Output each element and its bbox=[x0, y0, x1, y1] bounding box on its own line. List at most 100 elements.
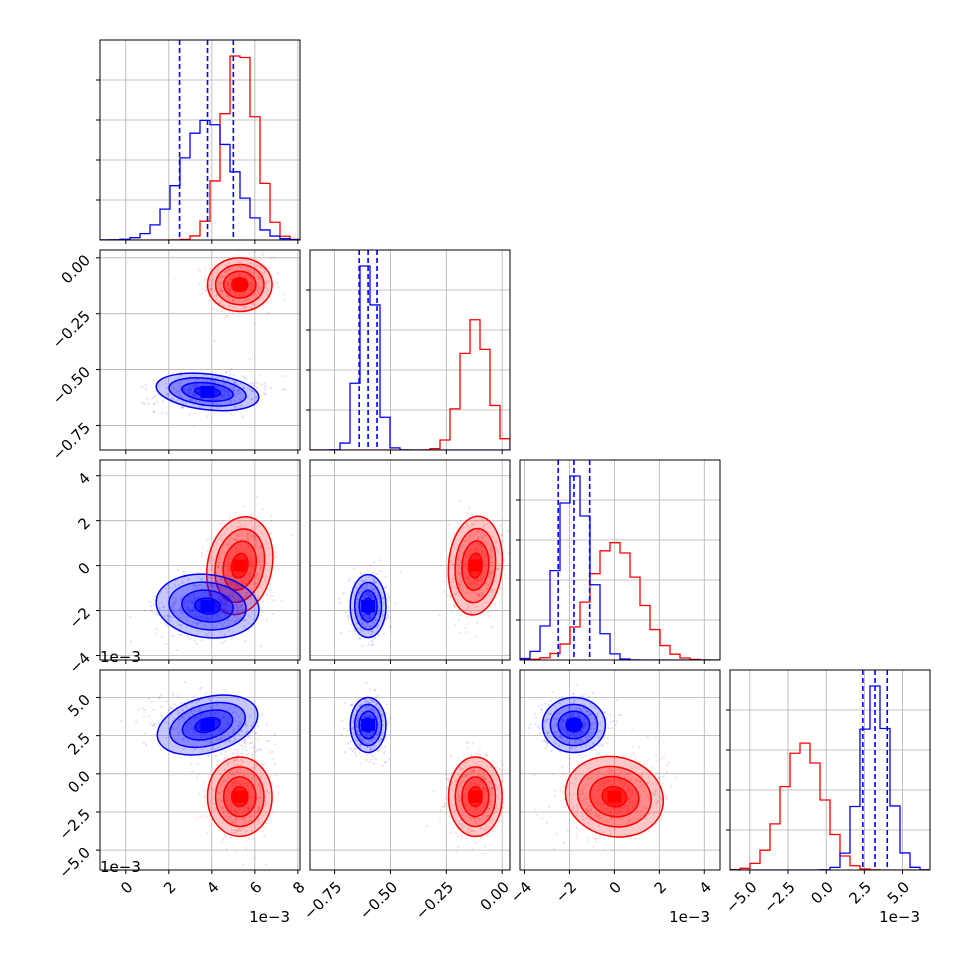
scatter-point bbox=[198, 688, 201, 691]
scatter-point bbox=[256, 277, 260, 280]
scatter-point bbox=[238, 587, 242, 590]
scatter-point bbox=[253, 536, 257, 539]
scatter-point bbox=[184, 728, 187, 731]
scatter-point bbox=[375, 626, 379, 629]
scatter-point bbox=[465, 774, 468, 777]
scatter-point bbox=[201, 735, 204, 738]
scatter-point bbox=[463, 817, 466, 821]
scatter-point bbox=[259, 546, 262, 549]
scatter-point bbox=[235, 258, 238, 261]
scatter-point bbox=[264, 777, 267, 780]
scatter-point bbox=[470, 782, 473, 785]
scatter-point bbox=[253, 601, 256, 604]
scatter-point bbox=[194, 716, 197, 720]
scatter-point bbox=[234, 821, 237, 824]
scatter-point bbox=[257, 738, 260, 741]
scatter-point bbox=[227, 724, 230, 727]
scatter-point bbox=[482, 790, 485, 793]
scatter-point bbox=[485, 554, 488, 557]
scatter-point bbox=[484, 554, 488, 557]
scatter-point bbox=[478, 807, 481, 810]
scatter-point bbox=[219, 301, 222, 305]
scatter-point bbox=[368, 616, 372, 620]
scatter-point bbox=[362, 613, 366, 617]
scatter-point bbox=[226, 282, 229, 286]
scatter-point bbox=[471, 783, 474, 786]
scatter-point bbox=[147, 697, 150, 700]
scatter-point bbox=[370, 714, 373, 717]
scatter-point bbox=[152, 395, 155, 399]
scatter-point bbox=[370, 595, 373, 598]
scatter-point bbox=[490, 590, 493, 593]
scatter-point bbox=[345, 729, 349, 733]
scatter-point bbox=[213, 557, 216, 560]
scatter-point bbox=[228, 383, 231, 387]
scatter-point bbox=[244, 739, 247, 742]
scatter-point bbox=[154, 595, 157, 598]
scatter-point bbox=[226, 283, 229, 286]
scatter-point bbox=[236, 763, 239, 766]
scatter-point bbox=[179, 721, 182, 724]
scatter-point bbox=[199, 583, 202, 587]
scatter-point bbox=[237, 392, 241, 395]
scatter-point bbox=[252, 766, 256, 769]
scatter-point bbox=[463, 795, 466, 798]
scatter-point bbox=[165, 412, 168, 415]
scatter-point bbox=[190, 710, 193, 713]
scatter-point bbox=[260, 532, 264, 535]
scatter-point bbox=[464, 571, 468, 575]
scatter-point bbox=[247, 807, 250, 810]
scatter-point bbox=[359, 762, 362, 765]
scatter-point bbox=[235, 539, 238, 542]
scatter-point bbox=[464, 553, 467, 556]
scatter-point bbox=[488, 788, 491, 791]
scatter-point bbox=[242, 387, 246, 390]
scatter-point bbox=[250, 286, 253, 290]
scatter-point bbox=[482, 525, 486, 528]
scatter-point bbox=[209, 379, 212, 382]
scatter-point bbox=[448, 594, 451, 598]
scatter-point bbox=[208, 299, 211, 302]
scatter-point bbox=[241, 582, 245, 585]
scatter-point bbox=[483, 797, 486, 800]
scatter-point bbox=[188, 609, 191, 612]
scatter-point bbox=[240, 729, 243, 732]
scatter-point bbox=[491, 786, 494, 789]
scatter-point bbox=[233, 706, 237, 709]
scatter-point bbox=[360, 590, 363, 593]
scatter-point bbox=[217, 581, 220, 584]
scatter-point bbox=[376, 593, 379, 597]
scatter-point bbox=[199, 578, 203, 581]
scatter-point bbox=[180, 610, 184, 613]
scatter-point bbox=[202, 780, 205, 783]
scatter-point bbox=[455, 565, 458, 568]
scatter-point bbox=[238, 808, 241, 811]
scatter-point bbox=[383, 632, 386, 635]
scatter-point bbox=[248, 387, 252, 390]
scatter-point bbox=[233, 809, 236, 812]
scatter-point bbox=[241, 748, 244, 751]
scatter-point bbox=[204, 289, 207, 292]
scatter-point bbox=[251, 288, 254, 291]
scatter-point bbox=[457, 774, 460, 777]
scatter-point bbox=[211, 283, 214, 286]
scatter-point bbox=[229, 553, 232, 556]
scatter-point bbox=[476, 583, 479, 586]
scatter-point bbox=[253, 558, 256, 562]
scatter-point bbox=[489, 569, 492, 573]
scatter-point bbox=[226, 709, 229, 712]
marginal-histogram-1 bbox=[306, 249, 511, 454]
scatter-point bbox=[242, 294, 245, 297]
scatter-point bbox=[374, 581, 378, 584]
scatter-point bbox=[372, 581, 375, 584]
scatter-point bbox=[256, 596, 259, 599]
scatter-point bbox=[200, 615, 203, 619]
scatter-point bbox=[192, 724, 195, 727]
scatter-point bbox=[232, 274, 235, 277]
scatter-point bbox=[274, 774, 277, 777]
scatter-point bbox=[170, 607, 173, 610]
scatter-point bbox=[230, 367, 233, 371]
scatter-point bbox=[192, 393, 195, 396]
scatter-point bbox=[178, 388, 181, 391]
scatter-point bbox=[476, 823, 479, 826]
